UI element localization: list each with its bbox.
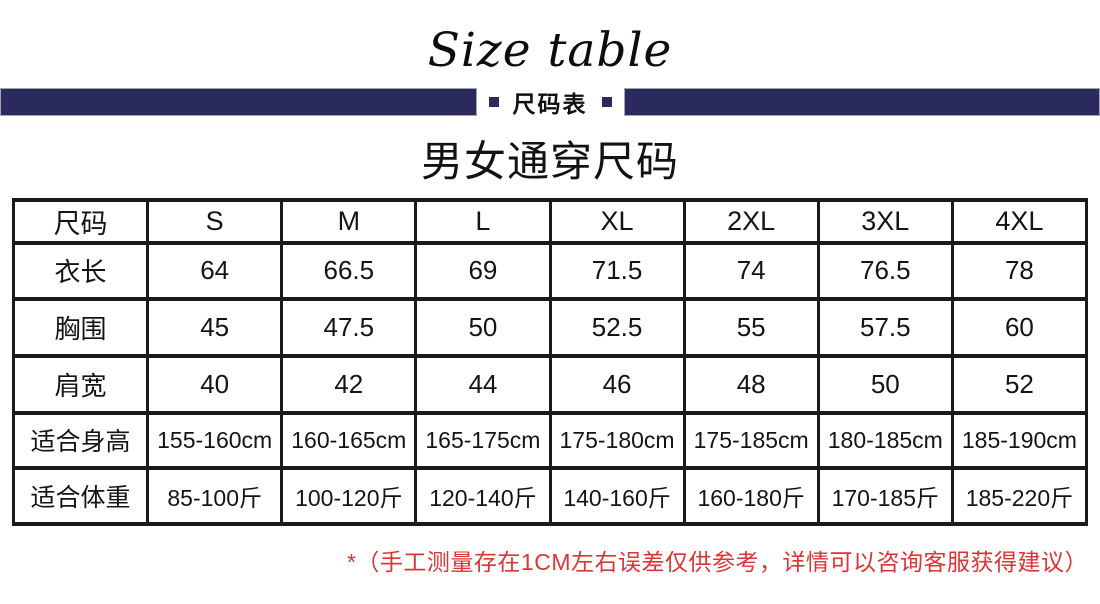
size-table-column-header: XL [548,197,686,245]
size-table-row: 衣长 64 66.5 69 71.5 74 76.5 78 [11,240,1089,302]
size-table-row: 胸围 45 47.5 50 52.5 55 57.5 60 [11,297,1089,358]
size-table-cell: 74 [682,240,820,302]
size-table-cell: 60 [950,297,1089,358]
size-table-column-header: 2XL [682,197,820,245]
banner-label: 尺码表 [512,91,588,117]
size-table-column-header: S [146,197,284,245]
size-table-cell: 46 [548,354,686,415]
size-table-cell: 50 [414,297,552,358]
row-label-cell: 适合体重 [11,466,150,526]
banner: 尺码表 [0,88,1100,117]
size-table-column-header: 4XL [950,197,1089,245]
size-table-column-header: 3XL [816,197,954,245]
size-table: 尺码 S M L XL 2XL 3XL 4XL 衣长 64 66.5 69 71.5 74 76.5 78 胸… [11,197,1089,526]
size-table-body: 衣长 64 66.5 69 71.5 74 76.5 78 胸围 45 47.5 50 52.5 55 57… [11,240,1089,526]
size-table-cell: 160-165cm [280,410,418,471]
banner-bar-left [0,88,477,116]
size-table-cell: 76.5 [816,240,954,302]
size-table-cell: 50 [816,354,954,415]
size-table-cell: 185-220斤 [950,466,1089,526]
size-table-cell: 140-160斤 [548,466,686,526]
size-table-cell: 45 [146,297,284,358]
size-table-column-header: L [414,197,552,245]
size-table-row: 肩宽 40 42 44 46 48 50 52 [11,354,1089,415]
size-table-cell: 48 [682,354,820,415]
size-table-cell: 69 [414,240,552,302]
size-table-cell: 71.5 [548,240,686,302]
table-title: 男女通穿尺码 [420,138,679,185]
size-table-corner-header: 尺码 [11,197,150,245]
size-table-cell: 42 [280,354,418,415]
size-table-head: 尺码 S M L XL 2XL 3XL 4XL [11,197,1089,245]
size-table-row: 适合体重 85-100斤 100-120斤 120-140斤 140-160斤 160-1… [11,466,1089,526]
size-table-cell: 44 [414,354,552,415]
size-table-cell: 47.5 [280,297,418,358]
size-table-column-header: M [280,197,418,245]
size-table-cell: 175-185cm [682,410,820,471]
row-label-cell: 肩宽 [11,354,150,415]
size-table-cell: 78 [950,240,1089,302]
size-table-cell: 155-160cm [146,410,284,471]
size-table-cell: 85-100斤 [146,466,284,526]
size-table-cell: 55 [682,297,820,358]
row-label-cell: 衣长 [11,240,150,302]
banner-center: 尺码表 [476,88,624,117]
size-table-cell: 185-190cm [950,410,1089,471]
row-label-cell: 胸围 [11,297,150,358]
size-table-cell: 160-180斤 [682,466,820,526]
row-label-cell: 适合身高 [11,410,150,471]
size-table-cell: 120-140斤 [414,466,552,526]
size-table-cell: 40 [146,354,284,415]
size-table-header-row: 尺码 S M L XL 2XL 3XL 4XL [11,197,1089,245]
size-table-cell: 180-185cm [816,410,954,471]
size-table-cell: 100-120斤 [280,466,418,526]
size-table-cell: 175-180cm [548,410,686,471]
size-table-cell: 52 [950,354,1089,415]
size-table-cell: 57.5 [816,297,954,358]
banner-bullet-right-icon [601,97,612,107]
size-table-cell: 170-185斤 [816,466,954,526]
page-title-english: Size table [427,23,673,78]
banner-bullet-left-icon [488,97,499,107]
size-table-row: 适合身高 155-160cm 160-165cm 165-175cm 175-180cm… [11,410,1089,471]
banner-bar-right [623,88,1100,116]
size-table-cell: 52.5 [548,297,686,358]
size-table-cell: 64 [146,240,284,302]
size-table-cell: 66.5 [280,240,418,302]
measurement-note: *（手工测量存在1CM左右误差仅供参考，详情可以咨询客服获得建议） [346,548,1088,575]
size-table-cell: 165-175cm [414,410,552,471]
